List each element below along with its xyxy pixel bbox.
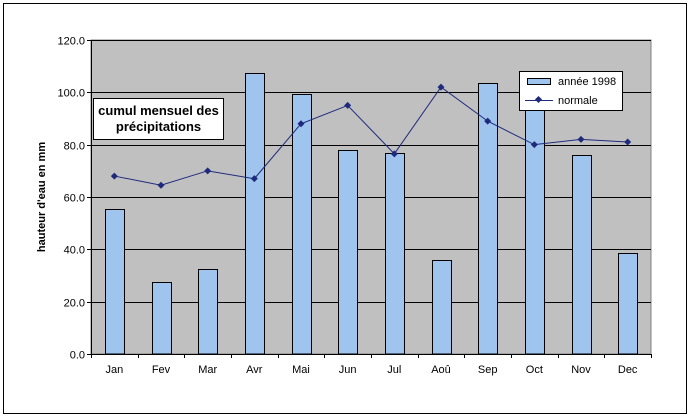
bar-Avr [245, 73, 265, 355]
x-tick-label: Fev [152, 364, 171, 376]
legend-label-normale: normale [558, 95, 598, 107]
x-tick-label: Nov [571, 364, 591, 376]
legend-swatch-diamond-marker [534, 95, 543, 104]
point-normale-Nov [577, 135, 585, 143]
bar-Fev [152, 282, 172, 355]
legend-swatch-bar [527, 78, 551, 85]
bar-Jul [385, 153, 405, 355]
point-normale-Avr [250, 175, 258, 183]
y-tick-label: 80.0 [64, 141, 85, 153]
y-tick-label: 120.0 [57, 36, 85, 48]
legend: année 1998 normale [519, 71, 623, 111]
bar-Mai [292, 94, 312, 355]
bar-Jun [338, 150, 358, 355]
bar-Jan [105, 209, 125, 355]
x-tick-label: Aoû [431, 364, 451, 376]
x-tick-label: Mai [292, 364, 310, 376]
y-tick-label: 40.0 [64, 245, 85, 257]
y-tick-label: 0.0 [70, 350, 85, 362]
point-normale-Jun [344, 101, 352, 109]
y-tick-label: 20.0 [64, 298, 85, 310]
chart-title-box: cumul mensuel des précipitations [93, 98, 224, 140]
bar-Aoû [432, 260, 452, 355]
bar-Oct [525, 92, 545, 355]
x-tick-label: Jul [387, 364, 401, 376]
x-tick-label: Avr [246, 364, 263, 376]
bar-Sep [478, 83, 498, 355]
point-normale-Dec [624, 138, 632, 146]
chart-title-line-2: précipitations [115, 119, 202, 134]
x-tick-label: Mar [198, 364, 217, 376]
point-normale-Oct [530, 141, 538, 149]
point-normale-Sep [484, 117, 492, 125]
point-normale-Jan [110, 172, 118, 180]
x-tick-label: Sep [478, 364, 498, 376]
point-normale-Mar [204, 167, 212, 175]
y-axis-title: hauteur d'eau en mm [36, 142, 48, 252]
point-normale-Mai [297, 120, 305, 128]
y-tick-label: 100.0 [57, 88, 85, 100]
bar-Dec [618, 253, 638, 355]
point-normale-Aoû [437, 83, 445, 91]
x-tick-label: Dec [618, 364, 638, 376]
x-tick-label: Jan [105, 364, 123, 376]
legend-label-annee-1998: année 1998 [558, 76, 617, 88]
chart-title-line-1: cumul mensuel des [98, 103, 219, 118]
bar-Mar [198, 269, 218, 355]
x-tick-label: Jun [339, 364, 357, 376]
bar-Nov [572, 155, 592, 355]
x-tick-label: Oct [526, 364, 543, 376]
point-normale-Jul [390, 150, 398, 158]
y-tick-label: 60.0 [64, 193, 85, 205]
line-normale [114, 86, 628, 186]
point-normale-Fev [157, 181, 165, 189]
